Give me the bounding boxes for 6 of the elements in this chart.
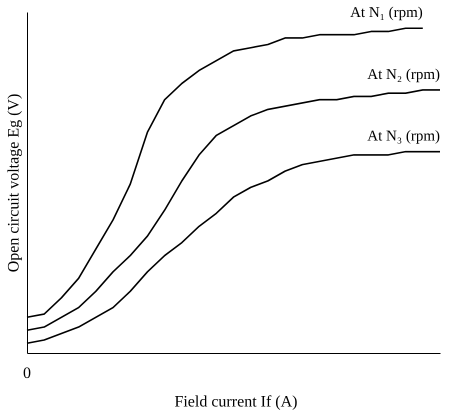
x-axis-title: Field current If (A) — [174, 394, 298, 410]
series-label: At N₃ (rpm) — [367, 128, 440, 145]
series-label: At N₂ (rpm) — [367, 66, 440, 83]
y-axis-title: Open circuit voltage Eg (V) — [6, 94, 22, 272]
series-label: At N₁ (rpm) — [350, 5, 423, 22]
text: 0 — [23, 365, 31, 382]
